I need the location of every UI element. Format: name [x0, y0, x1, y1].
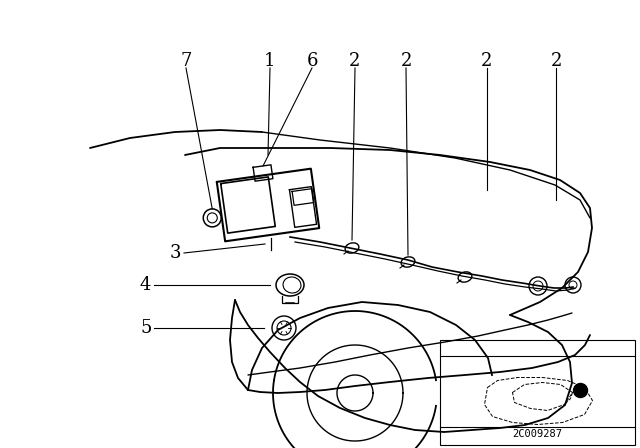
Text: 4: 4 [140, 276, 152, 294]
Text: 5: 5 [140, 319, 152, 337]
Text: 2C009287: 2C009287 [513, 429, 563, 439]
Text: 6: 6 [307, 52, 317, 70]
Circle shape [573, 383, 588, 397]
Bar [440, 340, 635, 445]
Text: 2: 2 [550, 52, 562, 70]
Text: 7: 7 [180, 52, 192, 70]
Text: 2: 2 [400, 52, 412, 70]
Text: 1: 1 [264, 52, 276, 70]
Text: 3: 3 [170, 244, 182, 262]
Text: 2: 2 [349, 52, 361, 70]
Text: 2: 2 [481, 52, 493, 70]
